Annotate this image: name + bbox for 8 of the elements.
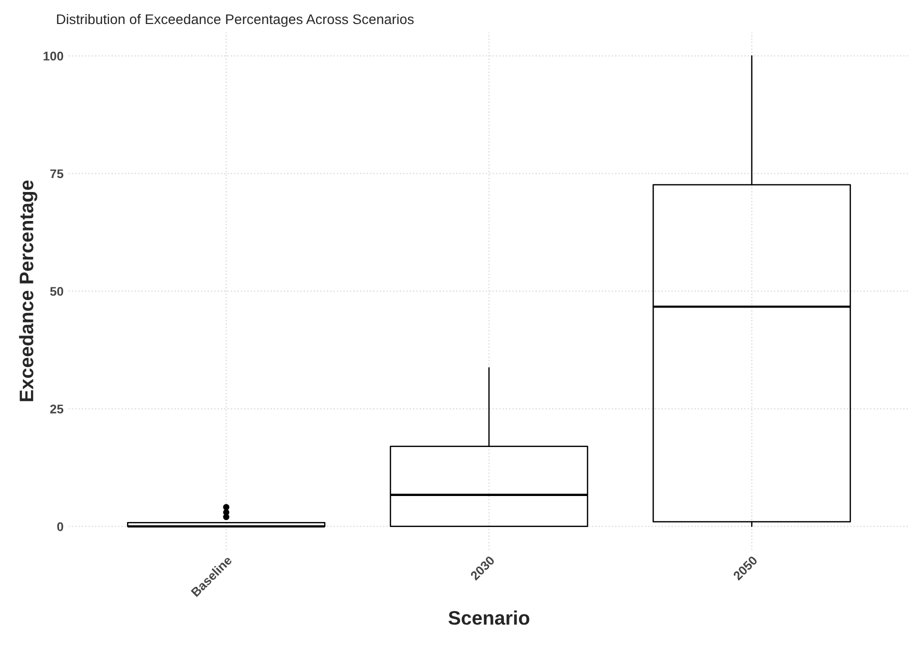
y-tick-label: 0	[57, 522, 64, 532]
chart-title: Distribution of Exceedance Percentages Across Scenarios	[57, 14, 414, 27]
y-tick-label: 25	[50, 404, 64, 414]
y-axis-title: Exceedance Percentage	[19, 180, 38, 402]
x-axis-title: Scenario	[448, 610, 530, 625]
y-tick-label: 50	[50, 286, 64, 296]
y-tick-label: 100	[44, 52, 64, 61]
y-tick-label: 75	[50, 169, 64, 178]
